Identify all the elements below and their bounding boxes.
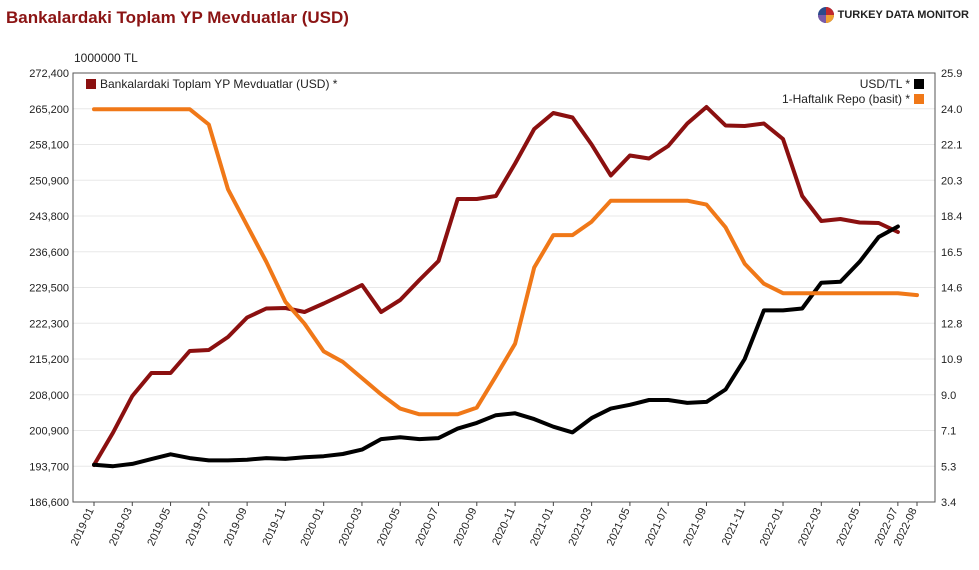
x-tick-label: 2019-05	[145, 506, 173, 548]
series-layer	[92, 105, 919, 469]
right-tick-label: 24.0	[941, 104, 962, 116]
chart-title: Bankalardaki Toplam YP Mevduatlar (USD)	[6, 8, 349, 27]
x-tick-label: 2021-07	[643, 506, 671, 548]
x-tick-label: 2020-07	[413, 506, 441, 548]
repo-line	[92, 107, 919, 417]
legend-swatch-usdtl	[914, 79, 924, 89]
right-tick-label: 18.4	[941, 211, 962, 223]
right-tick-label: 3.4	[941, 497, 956, 509]
x-tick-label: 2019-03	[107, 506, 135, 548]
x-tick-label: 2019-09	[222, 506, 250, 548]
x-tick-label: 2021-11	[720, 506, 748, 547]
left-axis-unit-label: 1000000 TL	[74, 51, 138, 65]
legend-label-deposits: Bankalardaki Toplam YP Mevduatlar (USD) …	[100, 77, 338, 91]
right-tick-label: 14.6	[941, 283, 962, 295]
right-tick-label: 25.9	[941, 68, 962, 80]
x-tick-label: 2020-03	[337, 506, 365, 548]
x-tick-label: 2020-01	[298, 506, 326, 548]
left-tick-label: 186,600	[29, 497, 69, 509]
left-tick-label: 265,200	[29, 104, 69, 116]
axes-frame	[72, 72, 936, 503]
left-tick-label: 200,900	[29, 426, 69, 438]
deposits-line	[92, 105, 900, 467]
left-tick-label: 243,800	[29, 211, 69, 223]
legend-label-repo: 1-Haftalık Repo (basit) *	[782, 92, 910, 106]
x-tick-label: 2021-09	[681, 506, 709, 548]
left-tick-label: 236,600	[29, 247, 69, 259]
right-tick-label: 9.0	[941, 390, 956, 402]
right-tick-label: 5.3	[941, 461, 956, 473]
x-tick-label: 2019-07	[184, 506, 212, 548]
right-tick-label: 10.9	[941, 354, 962, 366]
legend-swatch-repo	[914, 94, 924, 104]
legend: Bankalardaki Toplam YP Mevduatlar (USD) …	[86, 77, 924, 106]
left-tick-label: 272,400	[29, 68, 69, 80]
x-tick-label: 2021-05	[605, 506, 633, 548]
left-tick-label: 215,200	[29, 354, 69, 366]
usdtl-line	[92, 224, 900, 469]
brand-globe-icon	[817, 7, 834, 23]
x-tick-label: 2020-11	[490, 506, 518, 547]
left-tick-label: 193,700	[29, 461, 69, 473]
right-tick-label: 12.8	[941, 318, 962, 330]
right-tick-label: 20.3	[941, 175, 962, 187]
legend-label-usdtl: USD/TL *	[860, 77, 911, 91]
x-tick-label: 2022-05	[834, 506, 862, 548]
tick-layer: 186,600 3.4 193,700 5.3 200,900 7.1 208,000 9.0…	[29, 68, 962, 548]
right-tick-label: 22.1	[941, 140, 962, 152]
left-tick-label: 222,300	[29, 318, 69, 330]
x-tick-label: 2020-05	[375, 506, 403, 548]
left-tick-label: 250,900	[29, 175, 69, 187]
right-tick-label: 7.1	[941, 426, 956, 438]
x-tick-label: 2019-01	[69, 506, 97, 548]
x-tick-label: 2020-09	[452, 506, 480, 548]
right-tick-label: 16.5	[941, 247, 962, 259]
x-tick-label: 2022-03	[796, 506, 824, 548]
left-tick-label: 229,500	[29, 283, 69, 295]
brand-name: TURKEY DATA MONITOR	[837, 9, 969, 21]
plot-frame	[72, 72, 936, 503]
x-tick-label: 2021-03	[566, 506, 594, 548]
brand-logo: TURKEY DATA MONITOR	[817, 6, 969, 24]
x-tick-label: 2022-01	[758, 506, 786, 548]
legend-swatch-deposits	[86, 79, 96, 89]
left-tick-label: 208,000	[29, 390, 69, 402]
left-tick-label: 258,100	[29, 140, 69, 152]
x-tick-label: 2021-01	[528, 506, 556, 548]
x-tick-label: 2019-11	[261, 506, 289, 547]
